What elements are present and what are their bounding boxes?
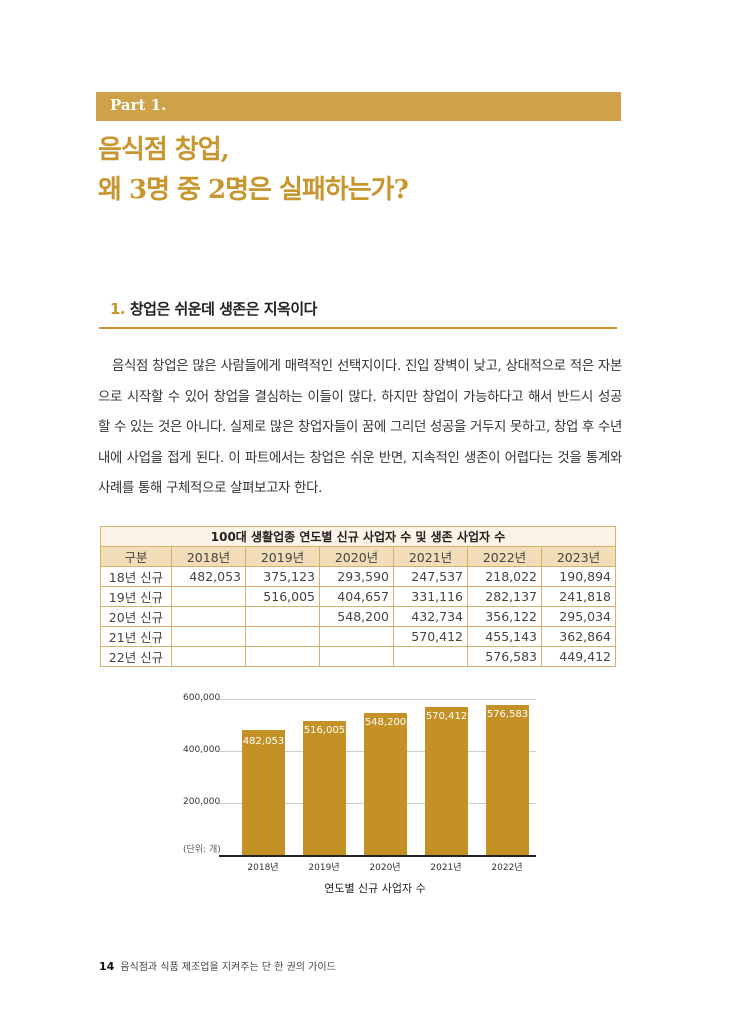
x-axis — [219, 855, 536, 857]
y-tick: 600,000 — [183, 693, 221, 703]
page-number: 14 — [99, 960, 115, 973]
row-label: 22년 신규 — [100, 646, 172, 667]
bar-2019: 516,005 — [303, 721, 346, 855]
section-divider — [99, 327, 617, 329]
cell: 570,412 — [393, 626, 468, 647]
cell: 516,005 — [245, 586, 320, 607]
section-title: 창업은 쉬운데 생존은 지옥이다 — [129, 300, 318, 318]
y-tick: 200,000 — [183, 797, 221, 807]
title-line-2: 왜 3명 중 2명은 실패하는가? — [98, 175, 409, 205]
cell: 449,412 — [541, 646, 616, 667]
col-header: 2019년 — [245, 546, 320, 567]
row-label: 18년 신규 — [100, 566, 172, 587]
section-heading: 1. 창업은 쉬운데 생존은 지옥이다 — [110, 298, 317, 319]
bar-value: 570,412 — [425, 711, 468, 722]
part-banner: Part 1. — [96, 92, 621, 121]
cell: 282,137 — [467, 586, 542, 607]
cell: 576,583 — [467, 646, 542, 667]
row-label: 19년 신규 — [100, 586, 172, 607]
bar-2021: 570,412 — [425, 707, 468, 855]
y-tick: 400,000 — [183, 745, 221, 755]
col-header: 구분 — [100, 546, 172, 567]
cell: 247,537 — [393, 566, 468, 587]
gridline — [219, 699, 536, 700]
part-label: Part 1. — [110, 96, 167, 114]
bar-value: 548,200 — [364, 717, 407, 728]
x-label: 2020년 — [369, 863, 401, 873]
chart-title: 연도별 신규 사업자 수 — [324, 882, 426, 895]
paragraph-text: 음식점 창업은 많은 사람들에게 매력적인 선택지이다. 진입 장벽이 낮고, … — [98, 359, 622, 496]
page-footer: 14 음식점과 식품 제조업을 지켜주는 단 한 권의 가이드 — [99, 958, 336, 973]
chapter-title: 음식점 창업, 왜 3명 중 2명은 실패하는가? — [98, 130, 409, 210]
bar-2018: 482,053 — [242, 730, 285, 855]
cell: 356,122 — [467, 606, 542, 627]
x-label: 2019년 — [308, 863, 340, 873]
col-header: 2021년 — [393, 546, 468, 567]
bar-value: 516,005 — [303, 725, 346, 736]
table-caption: 100대 생활업종 연도별 신규 사업자 수 및 생존 사업자 수 — [100, 526, 616, 547]
table-row: 22년 신규 576,583 449,412 — [100, 646, 616, 667]
cell: 482,053 — [171, 566, 246, 587]
book-title: 음식점과 식품 제조업을 지켜주는 단 한 권의 가이드 — [120, 962, 336, 973]
bar-2020: 548,200 — [364, 713, 407, 855]
x-label: 2022년 — [491, 863, 523, 873]
section-number: 1. — [110, 300, 126, 318]
row-label: 21년 신규 — [100, 626, 172, 647]
x-label: 2021년 — [430, 863, 462, 873]
title-line-1: 음식점 창업, — [98, 135, 230, 165]
x-label: 2018년 — [247, 863, 279, 873]
bar-value: 482,053 — [242, 736, 285, 747]
col-header: 2023년 — [541, 546, 616, 567]
bar-value: 576,583 — [486, 709, 529, 720]
bar-2022: 576,583 — [486, 705, 529, 855]
body-paragraph: 음식점 창업은 많은 사람들에게 매력적인 선택지이다. 진입 장벽이 낮고, … — [98, 352, 622, 505]
stats-table: 100대 생활업종 연도별 신규 사업자 수 및 생존 사업자 수 구분 201… — [100, 526, 616, 667]
unit-note: (단위: 개) — [183, 845, 221, 855]
